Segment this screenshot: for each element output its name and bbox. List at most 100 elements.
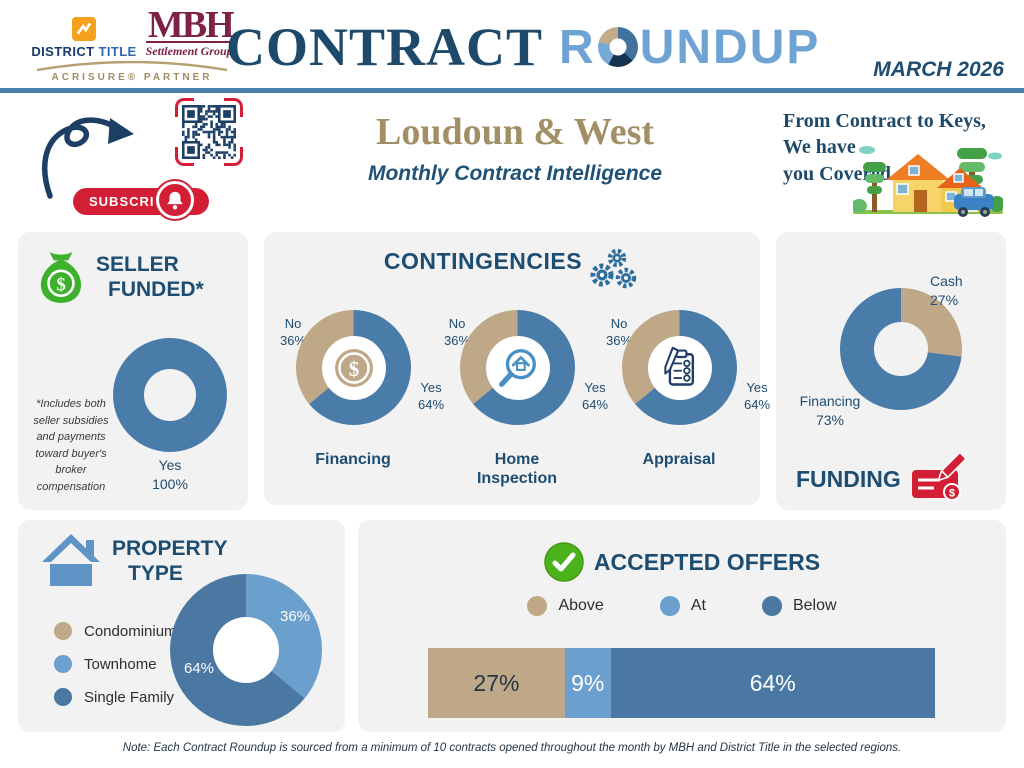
yes-word: Yes <box>746 380 768 395</box>
no-pct: 36% <box>279 332 307 348</box>
yes-pct: 64% <box>743 396 771 412</box>
contingency-appraisal: No 36% <box>604 292 770 504</box>
contingency-yes-label: Yes 64% <box>734 380 780 414</box>
yes-pct: 64% <box>417 396 445 412</box>
header-divider <box>0 88 1024 93</box>
check-writing-icon: $ <box>912 454 967 501</box>
contingency-no-label: No 36% <box>596 316 642 350</box>
condominium-swatch <box>54 622 72 640</box>
roundup-r: R <box>559 20 596 74</box>
yes-pct: 64% <box>581 396 609 412</box>
accepted-offers-legend: Above At Below <box>358 596 1006 616</box>
no-word: No <box>448 316 466 331</box>
gears-icon <box>590 248 637 289</box>
contingency-yes-label: Yes 64% <box>408 380 454 414</box>
roundup-donut-o-icon <box>597 27 638 67</box>
contingency-name: Appraisal <box>642 451 716 468</box>
accepted-offers-card: ACCEPTED OFFERS Above At Below 27% 9% 64… <box>358 520 1006 732</box>
above-swatch <box>527 596 548 616</box>
check-circle-icon <box>544 542 584 582</box>
property-type-title: PROPERTY TYPE <box>112 536 228 586</box>
yes-word: Yes <box>420 380 442 395</box>
financing-pct: 73% <box>815 411 845 428</box>
appraisal-donut-chart <box>622 310 737 425</box>
promo-line-1: From Contract to Keys, <box>783 110 986 132</box>
seller-funded-card: $ SELLER FUNDED* Yes 100% *Includes both… <box>18 232 248 510</box>
contingencies-title: CONTINGENCIES <box>383 248 583 274</box>
region-header: Loudoun & West Monthly Contract Intellig… <box>300 110 730 186</box>
promo-line-2: We have <box>783 136 856 159</box>
financing-donut-chart: $ <box>296 310 411 425</box>
contingency-name: Financing <box>315 451 391 468</box>
funding-donut-chart <box>840 288 962 410</box>
contingency-yes-label: Yes 64% <box>572 380 618 414</box>
legend-item-at: At <box>659 596 706 616</box>
masthead-roundup: R UNDUP <box>559 20 820 75</box>
legend-item-above: Above <box>527 596 604 616</box>
svg-text:$: $ <box>348 357 359 381</box>
no-pct: 36% <box>443 332 471 348</box>
townhome-swatch <box>54 655 72 673</box>
bar-segment-below: 64% <box>610 648 935 718</box>
mbh-wordmark: MBH <box>147 4 235 46</box>
property-title-line1: PROPERTY <box>112 536 228 560</box>
seller-funded-footnote: *Includes both seller subsidies and paym… <box>33 398 109 493</box>
seller-label-yes: Yes <box>158 457 182 473</box>
qr-code[interactable] <box>175 98 243 166</box>
qr-bracket <box>224 98 243 117</box>
legend-item-condominium: Condominium <box>54 622 177 640</box>
contingency-home-inspection: No 36% Yes 64% Home Inspection <box>442 292 608 504</box>
financing-word: Financing <box>799 393 861 409</box>
at-swatch <box>659 596 680 616</box>
condominium-label: Condominium <box>84 622 177 640</box>
qr-bracket <box>224 147 243 166</box>
bar-segment-above: 27% <box>428 648 565 718</box>
no-word: No <box>610 316 628 331</box>
cash-word: Cash <box>930 273 963 289</box>
no-word: No <box>284 316 302 331</box>
qr-bracket <box>175 98 194 117</box>
footer-note: Note: Each Contract Roundup is sourced f… <box>122 742 902 754</box>
region-title: Loudoun & West <box>375 111 655 153</box>
acrisure-swoosh <box>36 61 228 72</box>
district-title-logo: DISTRICT TITLE <box>31 17 136 59</box>
contingency-name: Home Inspection <box>476 451 557 488</box>
home-inspection-donut-chart <box>460 310 575 425</box>
seller-label-pct: 100% <box>152 475 188 492</box>
cash-pct: 27% <box>930 291 959 308</box>
seller-funded-donut-chart <box>113 338 227 452</box>
brand-logos: DISTRICT TITLE MBH Settlement Group ACRI… <box>28 4 236 83</box>
house-illustration <box>853 146 1003 217</box>
contingency-no-label: No 36% <box>270 316 316 350</box>
subscribe-block: SUBSCRIBE <box>40 98 255 223</box>
property-type-card: PROPERTY TYPE Condominium Townhome Singl… <box>18 520 345 732</box>
at-label: At <box>690 597 706 614</box>
region-subtitle: Monthly Contract Intelligence <box>367 162 663 185</box>
masthead-title: CONTRACT R UNDUP <box>226 16 820 78</box>
single-family-label: Single Family <box>84 688 175 706</box>
district-title-wordmark: DISTRICT TITLE <box>31 44 136 59</box>
qr-bracket <box>175 147 194 166</box>
yes-word: Yes <box>584 380 606 395</box>
district-word: DISTRICT <box>31 44 95 60</box>
doodle-arrow-icon <box>41 117 134 199</box>
seller-title-line1: SELLER <box>96 252 179 276</box>
masthead-contract: CONTRACT <box>226 17 544 77</box>
no-pct: 36% <box>605 332 633 348</box>
mbh-subtitle: Settlement Group <box>145 41 233 59</box>
financing-coin-icon: $ <box>321 335 386 400</box>
below-swatch <box>761 596 782 616</box>
appraisal-clipboard-icon <box>647 335 712 400</box>
contingency-no-label: No 36% <box>434 316 480 350</box>
report-date: MARCH 2026 <box>873 58 1004 81</box>
seller-funded-title: SELLER FUNDED* <box>96 252 204 302</box>
single-family-swatch <box>54 688 72 706</box>
funding-cash-label: Cash 27% <box>930 272 1000 310</box>
property-type-donut-chart <box>170 574 322 726</box>
svg-text:$: $ <box>949 488 955 500</box>
contingency-financing: No 36% $ Yes 64% Financing <box>278 292 444 504</box>
bell-icon <box>156 181 194 219</box>
property-type-legend: Condominium Townhome Single Family <box>54 622 177 721</box>
contingencies-card: CONTINGENCIES No 36% $ <box>264 232 770 505</box>
